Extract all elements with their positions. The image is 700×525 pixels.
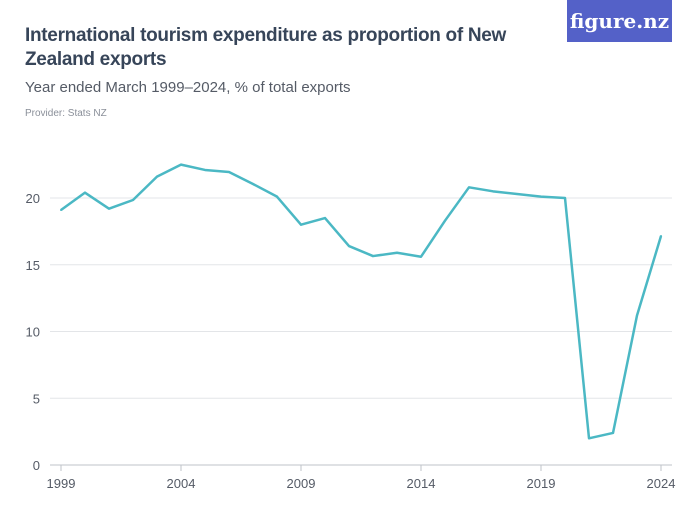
provider: Provider: Stats NZ — [25, 108, 107, 119]
data-point — [300, 223, 302, 226]
data-point — [516, 192, 518, 195]
data-point — [420, 255, 422, 258]
data-point — [540, 195, 542, 198]
x-tick-label: 2009 — [287, 476, 316, 491]
figure-nz-logo[interactable]: figure.nz — [567, 0, 672, 42]
chart-subtitle: Year ended March 1999–2024, % of total e… — [25, 79, 351, 96]
y-tick-label: 5 — [33, 391, 40, 406]
data-point — [492, 190, 494, 193]
x-tick-label: 2019 — [527, 476, 556, 491]
data-point — [108, 207, 110, 210]
data-point — [588, 437, 590, 440]
data-point — [564, 197, 566, 199]
data-point — [60, 209, 62, 212]
data-point — [324, 217, 326, 220]
data-point — [348, 245, 350, 248]
data-point — [372, 255, 374, 258]
data-point — [228, 170, 230, 173]
data-point — [252, 182, 254, 185]
data-point — [660, 235, 662, 238]
data-point — [468, 186, 470, 189]
data-point — [444, 219, 446, 222]
data-point — [180, 163, 182, 166]
data-point — [204, 168, 206, 171]
y-tick-label: 15 — [26, 258, 40, 273]
y-tick-label: 10 — [26, 325, 40, 340]
data-point — [156, 175, 158, 178]
data-point — [276, 195, 278, 198]
x-tick-label: 2014 — [407, 476, 436, 491]
x-tick-label: 2024 — [647, 476, 676, 491]
data-point — [636, 314, 638, 317]
y-tick-label: 0 — [33, 458, 40, 473]
x-tick-label: 2004 — [167, 476, 196, 491]
data-point — [84, 191, 86, 194]
y-tick-label: 20 — [26, 191, 40, 206]
data-point — [612, 431, 614, 434]
chart-title: International tourism expenditure as pro… — [25, 25, 507, 70]
data-point — [132, 199, 134, 202]
x-tick-label: 1999 — [47, 476, 76, 491]
series-line — [60, 163, 663, 440]
data-point — [396, 251, 398, 254]
